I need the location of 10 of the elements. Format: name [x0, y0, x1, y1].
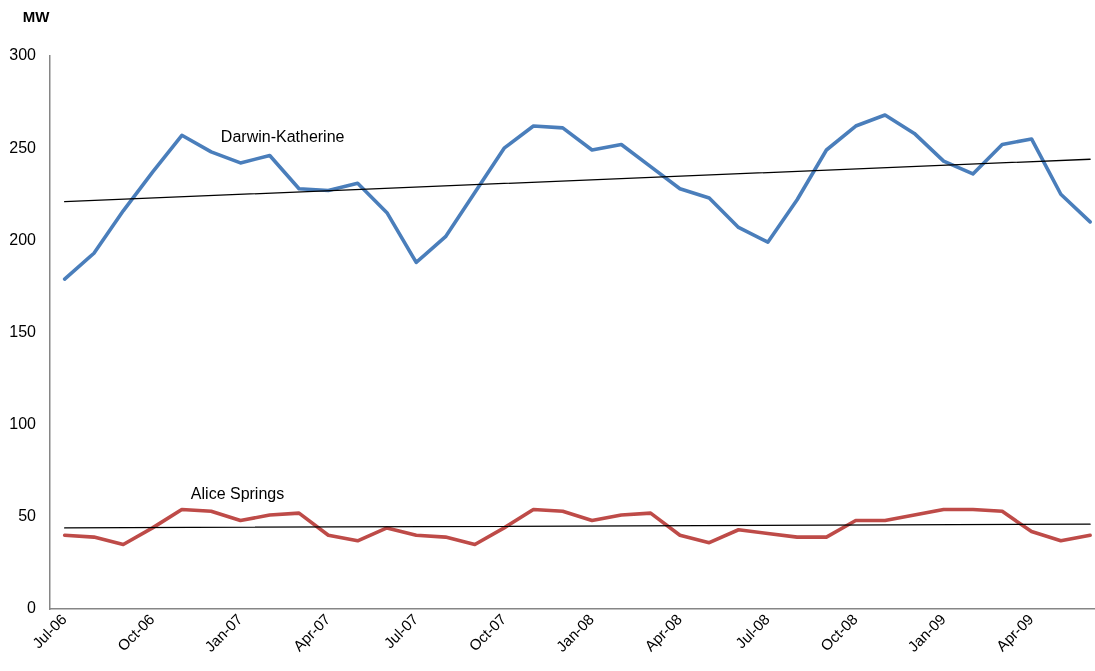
y-tick-label: 150 — [9, 322, 37, 340]
y-tick-label: 0 — [27, 599, 37, 617]
y-axis-title: MW — [22, 8, 51, 26]
series-label: Darwin-Katherine — [220, 127, 345, 145]
y-tick-label: 250 — [9, 138, 37, 156]
y-tick-label: 300 — [9, 46, 37, 64]
series-label: Alice Springs — [190, 484, 285, 502]
y-tick-label: 50 — [18, 507, 37, 525]
y-tick-label: 100 — [9, 415, 37, 433]
y-tick-label: 200 — [9, 230, 37, 248]
